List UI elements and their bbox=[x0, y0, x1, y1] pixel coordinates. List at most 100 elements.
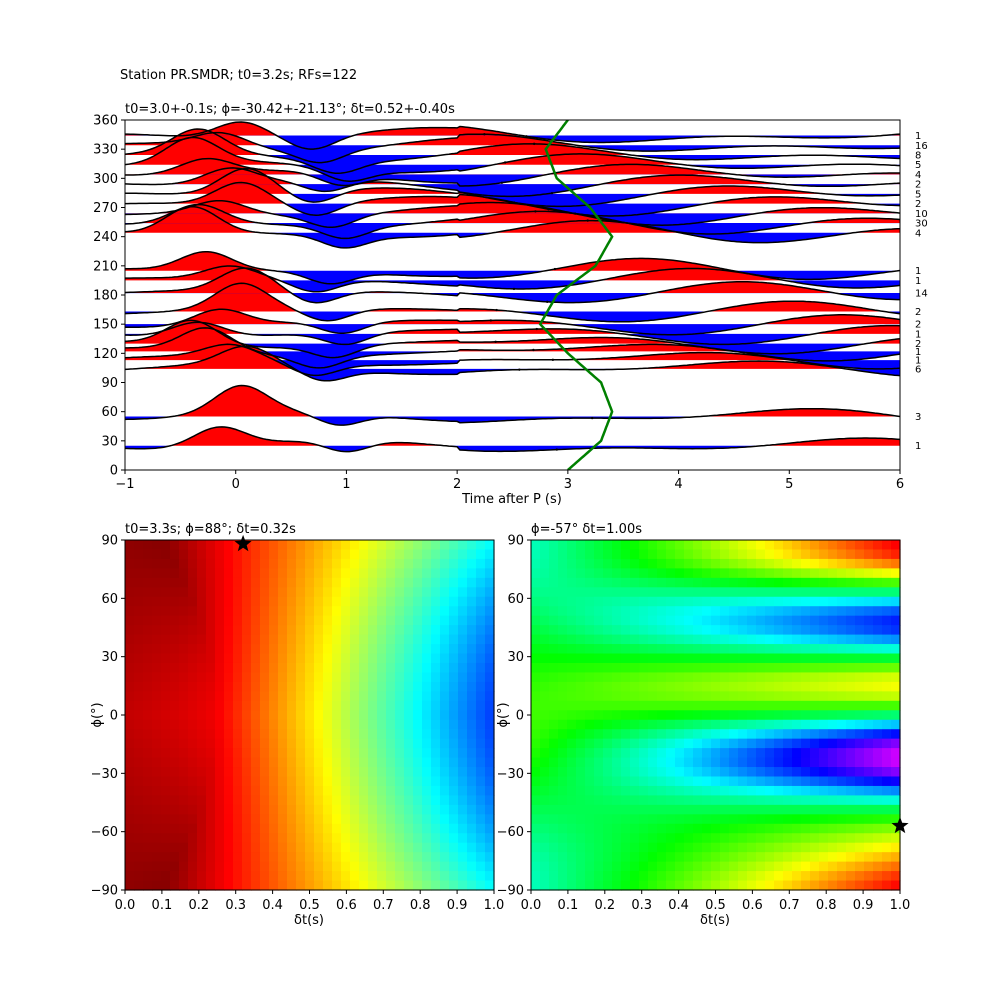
heatmap-cell bbox=[143, 596, 153, 607]
rf-x-ticks: −1 0 1 2 3 4 5 6 bbox=[115, 470, 904, 492]
heatmap-cell bbox=[368, 776, 378, 787]
heatmap-cell bbox=[711, 625, 721, 636]
heatmap-cell bbox=[485, 644, 495, 655]
heatmap-cell bbox=[413, 785, 423, 797]
misfit-heatmap bbox=[531, 540, 901, 891]
heatmap-cell bbox=[296, 691, 306, 702]
heatmap-cell bbox=[278, 653, 288, 664]
heatmap-cell bbox=[594, 738, 604, 749]
heatmap-cell bbox=[567, 880, 577, 891]
heatmap-cell bbox=[693, 729, 703, 740]
heatmap-cell bbox=[170, 644, 180, 655]
heatmap-cell bbox=[485, 776, 495, 787]
heatmap-cell bbox=[404, 653, 414, 664]
heatmap-cell bbox=[341, 729, 351, 740]
heatmap-cell bbox=[188, 549, 198, 560]
heatmap-cell bbox=[314, 606, 324, 617]
heatmap-cell bbox=[485, 596, 495, 607]
heatmap-cell bbox=[314, 691, 324, 702]
heatmap-cell bbox=[738, 634, 748, 645]
heatmap-cell bbox=[404, 691, 414, 702]
heatmap-cell bbox=[621, 880, 631, 891]
heatmap-cell bbox=[639, 577, 649, 588]
heatmap-cell bbox=[242, 729, 252, 740]
heatmap-cell bbox=[621, 795, 631, 806]
heatmap-cell bbox=[278, 795, 288, 806]
heatmap-cell bbox=[738, 748, 748, 759]
heatmap-cell bbox=[891, 729, 901, 740]
heatmap-cell bbox=[188, 861, 198, 872]
trace-positive-fill bbox=[125, 167, 900, 185]
heatmap-cell bbox=[260, 681, 270, 692]
heatmap-cell bbox=[558, 842, 568, 853]
heatmap-cell bbox=[783, 776, 793, 787]
heatmap-cell bbox=[684, 823, 694, 834]
heatmap-cell bbox=[260, 662, 270, 674]
heatmap-cell bbox=[170, 577, 180, 588]
heatmap-cell bbox=[819, 587, 829, 598]
heatmap-cell bbox=[350, 644, 360, 655]
heatmap-cell bbox=[296, 615, 306, 626]
heatmap-cell bbox=[476, 842, 486, 853]
heatmap-cell bbox=[404, 644, 414, 655]
heatmap-cell bbox=[693, 785, 703, 797]
heatmap-cell bbox=[819, 785, 829, 797]
heatmap-cell bbox=[422, 776, 432, 787]
rf-y-tick-label: 270 bbox=[93, 201, 118, 216]
heatmap-cell bbox=[224, 719, 234, 730]
heatmap-cell bbox=[278, 842, 288, 853]
heatmap-cell bbox=[540, 776, 550, 787]
heatmap-cell bbox=[287, 540, 297, 551]
trace-negative-fill bbox=[125, 280, 900, 292]
heatmap-cell bbox=[540, 738, 550, 749]
heatmap-cell bbox=[296, 719, 306, 730]
heatmap-cell bbox=[467, 776, 477, 787]
heatmap-cell bbox=[720, 587, 730, 598]
heatmap-cell bbox=[657, 681, 667, 692]
heatmap-cell bbox=[449, 729, 459, 740]
heatmap-cell bbox=[323, 615, 333, 626]
heatmap-cell bbox=[179, 738, 189, 749]
heatmap-cell bbox=[693, 795, 703, 806]
heatmap-cell bbox=[756, 757, 766, 768]
heatmap-cell bbox=[855, 644, 865, 655]
heatmap-cell bbox=[224, 540, 234, 551]
heatmap-cell bbox=[657, 804, 667, 815]
heatmap-cell bbox=[576, 833, 586, 844]
heatmap-cell bbox=[341, 776, 351, 787]
heatmap-cell bbox=[170, 738, 180, 749]
heatmap-cell bbox=[395, 767, 405, 778]
heatmap-cell bbox=[864, 795, 874, 806]
heatmap-cell bbox=[720, 833, 730, 844]
heatmap-cell bbox=[179, 719, 189, 730]
heatmap-cell bbox=[161, 634, 171, 645]
heatmap-cell bbox=[846, 767, 856, 778]
heatmap-cell bbox=[576, 757, 586, 768]
heatmap-cell bbox=[711, 795, 721, 806]
heatmap-cell bbox=[323, 852, 333, 863]
heatmap-cell bbox=[837, 577, 847, 588]
heatmap-cell bbox=[882, 625, 892, 636]
heatmap-cell bbox=[675, 767, 685, 778]
heatmap-cell bbox=[639, 681, 649, 692]
heatmap-cell bbox=[531, 814, 541, 825]
heatmap-cell bbox=[269, 842, 279, 853]
heatmap-cell bbox=[368, 634, 378, 645]
heatmap-cell bbox=[675, 549, 685, 560]
heatmap-cell bbox=[675, 540, 685, 551]
heatmap-cell bbox=[368, 606, 378, 617]
heatmap-cell bbox=[765, 738, 775, 749]
heatmap-cell bbox=[377, 691, 387, 702]
heatmap-cell bbox=[711, 776, 721, 787]
heatmap-cell bbox=[666, 795, 676, 806]
heatmap-cell bbox=[233, 738, 243, 749]
trace-line bbox=[125, 128, 900, 174]
heatmap-cell bbox=[197, 549, 207, 560]
heatmap-cell bbox=[756, 833, 766, 844]
heatmap-cell bbox=[738, 871, 748, 882]
heatmap-cell bbox=[567, 785, 577, 797]
heatmap-cell bbox=[756, 577, 766, 588]
trace-negative-fill bbox=[125, 174, 900, 186]
heatmap-cell bbox=[531, 558, 541, 569]
heatmap-cell bbox=[188, 577, 198, 588]
